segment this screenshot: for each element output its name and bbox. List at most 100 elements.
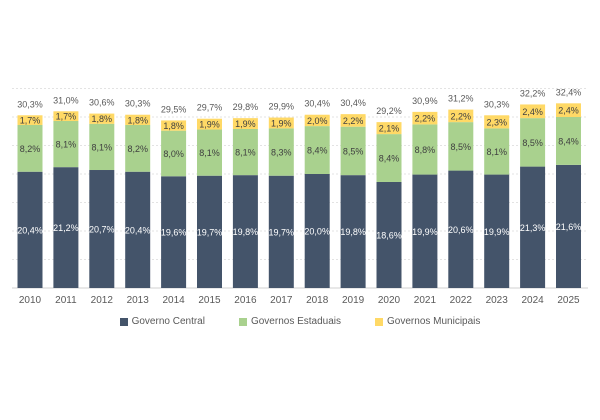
data-label: 1,8% (163, 121, 184, 131)
legend-item-municipais: Governos Municipais (375, 316, 480, 327)
bar-segment (412, 124, 438, 175)
x-tick-label: 2010 (19, 295, 42, 306)
bar-segment (376, 134, 402, 182)
total-label: 32,4% (556, 87, 582, 97)
bar-segment (412, 174, 438, 288)
bar-segment (125, 171, 151, 288)
data-label: 19,7% (269, 227, 295, 237)
legend-swatch-municipais (375, 317, 384, 326)
bar-segment (53, 120, 79, 168)
total-label: 30,6% (89, 98, 115, 108)
bar-segment (484, 128, 510, 175)
legend-label: Governos Estaduais (250, 316, 342, 327)
bar-segment (340, 114, 366, 127)
x-tick-label: 2015 (198, 295, 221, 306)
data-label: 8,1% (56, 140, 77, 150)
data-label: 8,8% (415, 145, 436, 155)
bar-segment (520, 118, 546, 167)
x-tick-label: 2014 (162, 295, 185, 306)
bar-segment (304, 126, 330, 174)
legend-label: Governo Central (131, 316, 205, 327)
bar-segment (304, 114, 330, 127)
data-label: 8,2% (20, 144, 41, 154)
data-label: 1,9% (235, 119, 256, 129)
bar-segment (340, 126, 366, 176)
data-label: 8,3% (271, 148, 292, 158)
bar-segment (304, 174, 330, 288)
total-label: 31,0% (53, 95, 79, 105)
total-label: 30,4% (304, 99, 330, 109)
data-label: 19,9% (412, 227, 438, 237)
data-label: 20,7% (89, 225, 115, 235)
data-label: 8,0% (163, 149, 184, 159)
bar-segment (197, 118, 222, 130)
total-label: 29,8% (233, 102, 259, 112)
data-label: 8,4% (379, 154, 400, 164)
x-tick-label: 2012 (91, 295, 114, 306)
x-tick-label: 2017 (270, 295, 293, 306)
data-label: 1,9% (271, 118, 292, 128)
bar-segment (89, 123, 115, 171)
data-label: 1,9% (199, 120, 220, 130)
bar-segment (161, 120, 187, 131)
bar-segment (17, 115, 43, 125)
bar-segment (556, 164, 581, 288)
x-tick-label: 2023 (486, 295, 509, 306)
bar-segment (268, 128, 294, 176)
total-label: 31,2% (448, 94, 474, 104)
data-label: 8,4% (558, 136, 579, 146)
bar-segment (484, 174, 510, 288)
x-tick-label: 2024 (521, 295, 544, 306)
x-tick-label: 2018 (306, 295, 329, 306)
bar-segment (232, 128, 258, 176)
data-label: 21,3% (520, 223, 546, 233)
total-label: 32,2% (520, 88, 546, 98)
data-label: 20,0% (304, 227, 330, 237)
bar-segment (161, 176, 187, 288)
x-tick-label: 2021 (414, 295, 437, 306)
data-label: 19,8% (233, 227, 259, 237)
x-tick-label: 2022 (450, 295, 473, 306)
data-label: 21,6% (556, 222, 582, 232)
bar-segment (448, 109, 474, 123)
data-label: 19,7% (197, 227, 223, 237)
x-tick-label: 2011 (55, 295, 77, 306)
legend-item-central: Governo Central (119, 316, 205, 327)
bar-segment (268, 175, 294, 288)
data-label: 8,5% (522, 138, 543, 148)
data-label: 1,8% (92, 114, 113, 124)
total-label: 29,9% (269, 102, 295, 112)
total-label: 29,5% (161, 104, 187, 114)
bar-segment (268, 117, 294, 129)
data-label: 8,5% (343, 146, 364, 156)
data-label: 1,7% (56, 112, 77, 122)
bar-segment (448, 122, 474, 171)
bar-segment (520, 104, 546, 119)
bar-segment (53, 167, 79, 288)
legend-label: Governos Municipais (387, 316, 481, 327)
data-label: 8,1% (199, 148, 220, 158)
bar-segment (17, 171, 43, 288)
data-label: 8,2% (127, 144, 148, 154)
bar-segment (412, 111, 438, 125)
bar-segment (376, 122, 402, 135)
data-label: 1,8% (127, 115, 148, 125)
bar-segment (520, 166, 546, 288)
bar-segment (232, 175, 258, 288)
total-label: 29,7% (197, 103, 223, 113)
bar-segment (556, 117, 581, 165)
data-label: 1,7% (20, 116, 41, 126)
data-label: 2,2% (451, 111, 472, 121)
data-label: 2,4% (558, 106, 579, 116)
data-label: 2,0% (307, 116, 328, 126)
bar-segment (232, 118, 258, 129)
data-label: 20,4% (17, 225, 43, 235)
data-label: 2,4% (522, 107, 543, 117)
data-label: 21,2% (53, 223, 79, 233)
total-label: 30,3% (125, 99, 151, 109)
legend-item-estaduais: Governos Estaduais (238, 316, 342, 327)
bar-segment (197, 129, 222, 176)
bar-segment (197, 175, 222, 288)
bar-segment (17, 124, 43, 172)
